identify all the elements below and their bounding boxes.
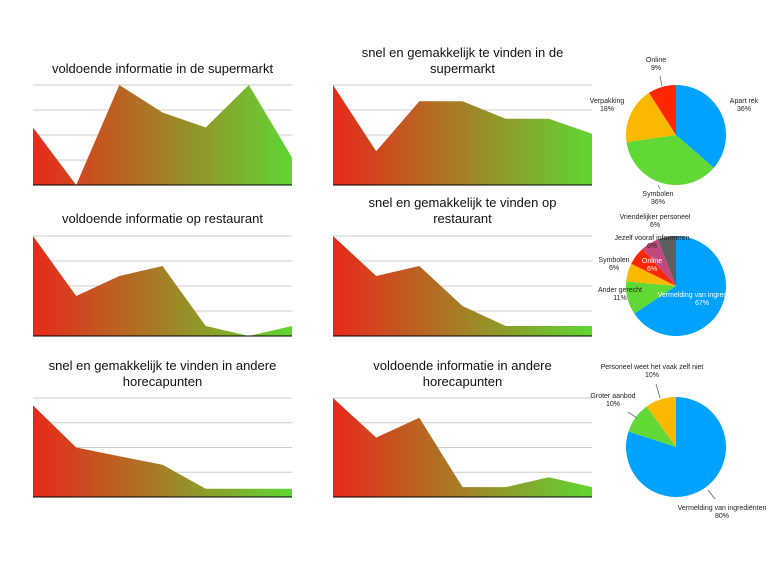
- slice-percent: 6%: [647, 243, 657, 250]
- area-series: [33, 236, 292, 336]
- slice-percent: 10%: [645, 372, 659, 379]
- area-series: [333, 236, 592, 336]
- slice-percent: 18%: [600, 106, 614, 113]
- slice-percent: 36%: [737, 106, 751, 113]
- pie-slice: [626, 263, 676, 286]
- slice-label: Vriendelijker personeel: [620, 214, 691, 221]
- pie-slice: [625, 281, 676, 314]
- slice-percent: 11%: [613, 295, 627, 302]
- slice-label: Personeel weet het vaak zelf niet: [601, 364, 704, 371]
- chart-title: restaurant: [433, 211, 492, 226]
- area-series: [333, 398, 592, 497]
- area-chart-5: snel en gemakkelijk te vinden in andereh…: [33, 358, 292, 498]
- slice-percent: 36%: [651, 199, 665, 206]
- leader-line: [657, 184, 661, 190]
- slice-percent: 9%: [651, 65, 661, 72]
- slice-percent: 10%: [606, 401, 620, 408]
- chart-title: snel en gemakkelijk te vinden in de: [362, 45, 564, 60]
- slice-label: Groter aanbod: [590, 393, 635, 400]
- pie-slice: [628, 406, 676, 447]
- slice-label: Verpakking: [590, 98, 625, 105]
- chart-title: horecapunten: [423, 374, 503, 389]
- pie-slice: [676, 85, 726, 168]
- pie-slice: [626, 92, 676, 143]
- pie-slice: [648, 85, 676, 135]
- pie-slice: [646, 397, 676, 447]
- slice-percent: 80%: [715, 513, 729, 520]
- slice-label: Symbolen: [642, 191, 673, 198]
- pie-charts: Apart rek36%Symbolen36%Verpakking18%Onli…: [590, 57, 767, 520]
- slice-label: Jezelf vooraf informeren: [614, 235, 689, 242]
- area-series: [33, 85, 292, 185]
- slice-label: Apart rek: [730, 98, 759, 105]
- slice-label: Online: [642, 258, 662, 265]
- leader-line: [655, 383, 661, 399]
- area-charts: voldoende informatie in de supermarkt sne…: [33, 45, 592, 498]
- pie-slice: [626, 135, 714, 186]
- slice-label: Vermelding van ingrediënten: [678, 505, 767, 512]
- leader-line: [659, 75, 663, 87]
- slice-percent: 6%: [609, 265, 619, 272]
- chart-title: voldoende informatie in de supermarkt: [52, 61, 274, 76]
- pie-slice: [642, 239, 676, 286]
- area-chart-4: snel en gemakkelijk te vinden oprestaura…: [333, 195, 592, 337]
- pie-slice: [634, 236, 726, 336]
- pie-slice: [631, 249, 676, 286]
- slice-percent: 6%: [647, 266, 657, 273]
- chart-title: snel en gemakkelijk te vinden in andere: [49, 358, 277, 373]
- area-series: [333, 85, 592, 185]
- area-chart-6: voldoende informatie in anderehorecapunt…: [333, 358, 592, 498]
- chart-title: voldoende informatie op restaurant: [62, 211, 263, 226]
- slice-percent: 6%: [650, 222, 660, 229]
- area-chart-3: voldoende informatie op restaurant: [33, 211, 292, 337]
- chart-title: voldoende informatie in andere: [373, 358, 552, 373]
- chart-title: horecapunten: [123, 374, 203, 389]
- leader-line: [627, 411, 638, 419]
- pie-chart-1: Apart rek36%Symbolen36%Verpakking18%Onli…: [590, 57, 759, 206]
- chart-title: supermarkt: [430, 61, 495, 76]
- slice-label: Online: [646, 57, 666, 64]
- pie-slice: [657, 236, 676, 286]
- slice-label: Ander gerecht: [598, 287, 642, 294]
- leader-line: [707, 489, 716, 500]
- slice-label: Vermelding van ingrediënten: [658, 292, 747, 299]
- chart-title: snel en gemakkelijk te vinden op: [369, 195, 557, 210]
- slice-label: Symbolen: [598, 257, 629, 264]
- slice-percent: 67%: [695, 300, 709, 307]
- area-chart-2: snel en gemakkelijk te vinden in desuper…: [333, 45, 592, 186]
- area-series: [33, 405, 292, 497]
- area-chart-1: voldoende informatie in de supermarkt: [33, 61, 292, 186]
